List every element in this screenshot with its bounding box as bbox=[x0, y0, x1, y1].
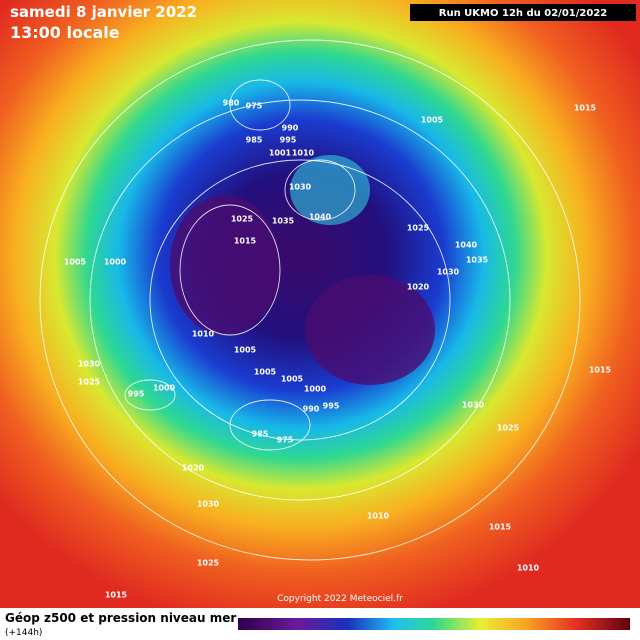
isobar-label: 1020 bbox=[182, 464, 205, 473]
isobar-label: 1035 bbox=[272, 217, 295, 226]
isobar-label: 990 bbox=[303, 405, 320, 414]
isobar-label: 980 bbox=[223, 99, 240, 108]
color-scale bbox=[238, 618, 630, 630]
isobar-label: 1001 bbox=[269, 149, 292, 158]
isobar-label: 985 bbox=[252, 430, 269, 439]
isobar-label: 1025 bbox=[197, 559, 220, 568]
copyright: Copyright 2022 Meteociel.fr bbox=[277, 594, 403, 604]
isobar-label: 1005 bbox=[254, 368, 277, 377]
isobar-label: 1030 bbox=[78, 360, 101, 369]
isobar-label: 995 bbox=[128, 390, 145, 399]
isobar-label: 1030 bbox=[197, 500, 220, 509]
low-area bbox=[170, 195, 280, 335]
isobar-label: 1040 bbox=[309, 213, 332, 222]
isobar-label: 1005 bbox=[281, 375, 304, 384]
isobar-label: 990 bbox=[282, 124, 299, 133]
isobar-label: 1005 bbox=[421, 116, 444, 125]
isobar-label: 1030 bbox=[437, 268, 460, 277]
isobar-label: 1000 bbox=[153, 384, 176, 393]
isobar-label: 1025 bbox=[78, 378, 101, 387]
isobar-label: 1030 bbox=[462, 401, 485, 410]
isobar-label: 1015 bbox=[234, 237, 257, 246]
footer-title: Géop z500 et pression niveau mer bbox=[5, 611, 236, 625]
isobar-label: 1000 bbox=[104, 258, 127, 267]
date: samedi 8 janvier 2022 bbox=[10, 3, 197, 21]
isobar-label: 985 bbox=[246, 136, 263, 145]
low-area bbox=[305, 275, 435, 385]
isobar-label: 1015 bbox=[105, 591, 128, 600]
isobar-label: 975 bbox=[246, 102, 263, 111]
isobars bbox=[39, 39, 581, 561]
isobar-label: 1025 bbox=[497, 424, 520, 433]
isobar-label: 975 bbox=[277, 436, 294, 445]
isobar-label: 1025 bbox=[231, 215, 254, 224]
isobar-label: 1000 bbox=[304, 385, 327, 394]
run-box bbox=[410, 4, 636, 21]
high-area bbox=[290, 155, 370, 225]
isobar-label: 995 bbox=[280, 136, 297, 145]
isobar-label: 1015 bbox=[589, 366, 612, 375]
isobar-label: 1030 bbox=[289, 183, 312, 192]
time: 13:00 locale bbox=[10, 23, 120, 42]
isobar-label: 1010 bbox=[292, 149, 315, 158]
isobar-label: 1015 bbox=[489, 523, 512, 532]
isobar-label: 1010 bbox=[367, 512, 390, 521]
isobar-label: 1035 bbox=[466, 256, 489, 265]
isobar-label: 1025 bbox=[407, 224, 430, 233]
isobar-label: 1010 bbox=[192, 330, 215, 339]
isobar-label: 1015 bbox=[574, 104, 597, 113]
isobar-label: 1020 bbox=[407, 283, 430, 292]
run: Run UKMO 12h du 02/01/2022 bbox=[439, 8, 608, 19]
isobar-label: 1010 bbox=[517, 564, 540, 573]
isobar-label: 995 bbox=[323, 402, 340, 411]
isobar-label: 1005 bbox=[234, 346, 257, 355]
isobar-label: 1005 bbox=[64, 258, 87, 267]
isobar-label: 1040 bbox=[455, 241, 478, 250]
lead-time: (+144h) bbox=[5, 628, 42, 638]
